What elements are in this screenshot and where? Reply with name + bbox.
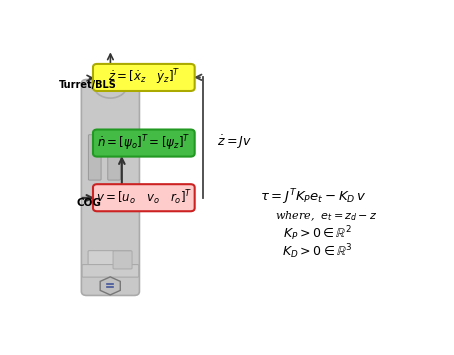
FancyBboxPatch shape [82, 264, 139, 277]
FancyBboxPatch shape [93, 130, 195, 157]
Text: $\dot{z} = [\dot{x}_z \quad \dot{y}_z]^T$: $\dot{z} = [\dot{x}_z \quad \dot{y}_z]^T… [108, 68, 180, 87]
FancyBboxPatch shape [108, 135, 120, 180]
FancyBboxPatch shape [93, 184, 195, 211]
Circle shape [94, 72, 127, 98]
FancyBboxPatch shape [89, 135, 101, 180]
Text: $\tau = J^T K_P e_t - K_D \, v$: $\tau = J^T K_P e_t - K_D \, v$ [261, 187, 367, 207]
Text: Turret/BLS: Turret/BLS [59, 80, 116, 90]
Text: $\dot{n} = [\psi_o]^T = [\psi_z]^T$: $\dot{n} = [\psi_o]^T = [\psi_z]^T$ [97, 133, 191, 153]
Text: $v = [u_o \quad v_o \quad r_o]^T$: $v = [u_o \quad v_o \quad r_o]^T$ [96, 189, 192, 207]
Polygon shape [100, 277, 120, 295]
FancyBboxPatch shape [93, 64, 195, 91]
Text: $\dot{z} = Jv$: $\dot{z} = Jv$ [217, 133, 252, 151]
FancyBboxPatch shape [113, 251, 132, 269]
FancyBboxPatch shape [81, 80, 139, 295]
Text: $K_D > 0 \in \mathbb{R}^3$: $K_D > 0 \in \mathbb{R}^3$ [282, 242, 352, 261]
FancyBboxPatch shape [88, 251, 131, 269]
Text: where,  $e_t = z_d - z$: where, $e_t = z_d - z$ [275, 209, 377, 223]
Text: $K_P > 0 \in \mathbb{R}^2$: $K_P > 0 \in \mathbb{R}^2$ [283, 225, 351, 243]
Text: COG: COG [76, 197, 101, 208]
